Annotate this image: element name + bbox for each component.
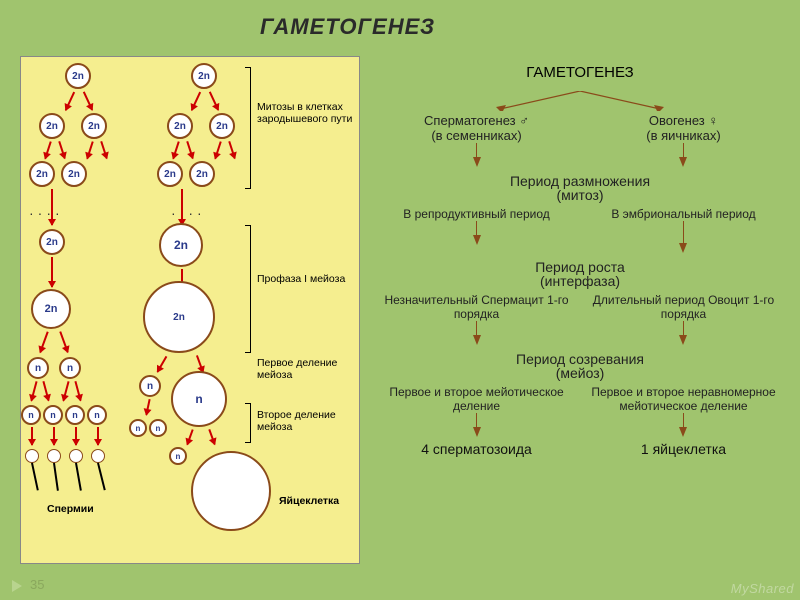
sperm-head: [47, 449, 61, 463]
sperm-sub: (в семенниках): [381, 128, 572, 143]
cell-2n: 2n: [209, 113, 235, 139]
page-triangle-icon: [12, 580, 22, 592]
branch-lines: [480, 91, 680, 111]
watermark: MyShared: [731, 581, 794, 596]
cell-2n: 2n: [191, 63, 217, 89]
cell-n-large: n: [171, 371, 227, 427]
cell-2n: 2n: [61, 161, 87, 187]
right-p1: В эмбриональный период: [588, 207, 779, 221]
cell-n-polar: n: [149, 419, 167, 437]
cell-n: n: [27, 357, 49, 379]
cell-2n: 2n: [39, 113, 65, 139]
left-p2: Незначительный Спермацит 1-го порядка: [381, 293, 572, 321]
sperm-title: Сперматогенез ♂: [381, 113, 572, 128]
right-result: 1 яйцеклетка: [588, 441, 779, 457]
right-p2: Длительный период Овоцит 1-го порядка: [588, 293, 779, 321]
cell-n: n: [21, 405, 41, 425]
cell-n-polar: n: [169, 447, 187, 465]
sperm-head: [69, 449, 83, 463]
cell-2n: 2n: [189, 161, 215, 187]
main-title: ГАМЕТОГЕНЕЗ: [260, 14, 435, 40]
page-number: 35: [30, 577, 44, 592]
right-tree-panel: ГАМЕТОГЕНЕЗ Сперматогенез ♂ (в семенника…: [375, 56, 785, 566]
cell-2n: 2n: [39, 229, 65, 255]
tree-header: ГАМЕТОГЕНЕЗ: [375, 64, 785, 81]
ovo-sub: (в яичниках): [588, 128, 779, 143]
cell-n: n: [87, 405, 107, 425]
cell-2n: 2n: [157, 161, 183, 187]
cell-2n: 2n: [167, 113, 193, 139]
cell-n: n: [65, 405, 85, 425]
label-egg: Яйцеклетка: [279, 495, 339, 507]
label-div2: Второе деление мейоза: [257, 409, 357, 433]
phase3-sub: (мейоз): [375, 365, 785, 381]
right-p3: Первое и второе неравномерное мейотическ…: [588, 385, 779, 413]
cell-2n-big: 2n: [159, 223, 203, 267]
egg-cell: [191, 451, 271, 531]
left-diagram-panel: 2n 2n 2n 2n 2n 2n 2n 2n 2n 2n ···· ···· …: [20, 56, 360, 564]
cell-n: n: [59, 357, 81, 379]
cell-n-small: n: [139, 375, 161, 397]
label-mitosis: Митозы в клетках зародышевого пути: [257, 101, 357, 125]
cell-2n-grow: 2n: [31, 289, 71, 329]
cell-2n: 2n: [29, 161, 55, 187]
label-prophase: Профаза I мейоза: [257, 273, 357, 285]
phase2-sub: (интерфаза): [375, 273, 785, 289]
left-result: 4 сперматозоида: [381, 441, 572, 457]
cell-n: n: [43, 405, 63, 425]
ellipsis: ····: [171, 205, 206, 221]
ovo-title: Овогенез ♀: [588, 113, 779, 128]
label-sperm: Спермии: [47, 503, 94, 515]
cell-n-polar: n: [129, 419, 147, 437]
cell-2n: 2n: [65, 63, 91, 89]
cell-2n-huge: 2n: [143, 281, 215, 353]
phase1-sub: (митоз): [375, 187, 785, 203]
cell-2n: 2n: [81, 113, 107, 139]
left-p3: Первое и второе мейотическое деление: [381, 385, 572, 413]
sperm-head: [91, 449, 105, 463]
ellipsis: ····: [29, 205, 64, 221]
left-p1: В репродуктивный период: [381, 207, 572, 221]
label-div1: Первое деление мейоза: [257, 357, 357, 381]
sperm-head: [25, 449, 39, 463]
